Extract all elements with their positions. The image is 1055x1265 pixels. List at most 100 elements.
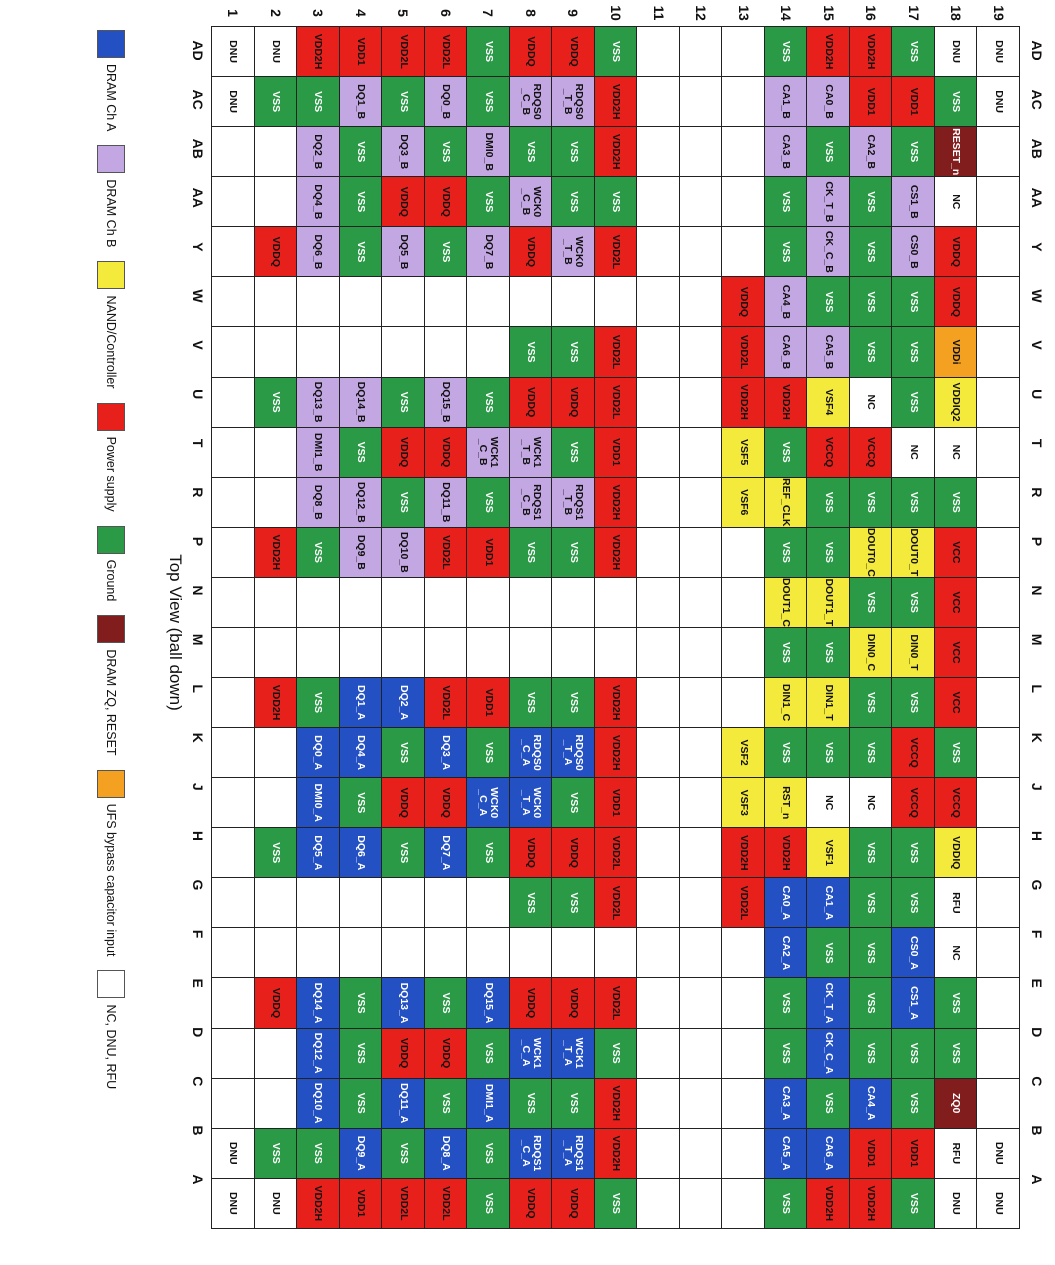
ball-cell (976, 977, 1020, 1029)
ball-cell: VSS (594, 1028, 637, 1079)
ball-cell: VSS (466, 1128, 510, 1179)
ball-cell (339, 577, 382, 628)
ball-cell (296, 276, 340, 327)
ball-cell (679, 76, 722, 127)
ball-grid: DNU DNU DNU DNU DNU VSS RESET_n NC VDDQ VDDQ VDDi V… (211, 26, 1020, 1229)
ball-cell (976, 477, 1020, 528)
ball-cell (551, 927, 595, 978)
ball-cell (509, 276, 552, 327)
ball-cell (976, 427, 1020, 478)
ball-cell (254, 326, 297, 378)
ball-cell: VDD2H (594, 126, 637, 177)
ball-cell (211, 727, 255, 778)
grid-row: VDDQ VDD2L VDD2H VSF5 VSF6 VSF2 VSF3 VDD2H VDD2L (721, 26, 765, 1229)
ball-cell (466, 877, 510, 928)
ball-cell: DOUT1_C (764, 577, 807, 628)
ball-cell: VSS (254, 377, 297, 428)
ball-cell: VSS (424, 126, 467, 177)
ball-cell: VSS (891, 577, 935, 628)
ball-cell (211, 1078, 255, 1129)
ball-cell (636, 577, 680, 628)
ball-cell (976, 176, 1020, 227)
ball-cell: DQ8_B (296, 477, 340, 528)
ball-cell (296, 877, 340, 928)
ball-cell: VDD2H (296, 1178, 340, 1229)
grid-row: VSS VDD1 VSS CS1_B CS0_B VSS VSS VSS NC VSS DOUT0_… (891, 26, 935, 1229)
ball-cell: CA5_B (806, 326, 850, 378)
ball-cell (721, 1178, 765, 1229)
ball-cell: CA6_B (764, 326, 807, 378)
ball-cell (976, 1078, 1020, 1129)
ball-cell: VSS (806, 727, 850, 778)
ball-cell: VSS (806, 1078, 850, 1129)
ball-cell: VSS (254, 76, 297, 127)
ball-cell (254, 877, 297, 928)
ball-cell (211, 927, 255, 978)
ball-cell: VDDQ (424, 176, 467, 227)
ball-cell: VSS (849, 577, 892, 628)
row-letter-label: E (1029, 978, 1045, 988)
row-letter-label: P (1029, 536, 1045, 547)
ball-cell: VDDQ (424, 1028, 467, 1079)
row-letter-label: AD (190, 40, 206, 61)
legend-label: DRAM Ch B (104, 179, 118, 248)
ball-cell: DQ12_A (296, 1028, 340, 1079)
ball-cell: DIN1_C (764, 677, 807, 728)
row-letter-label: H (1029, 830, 1045, 841)
ball-cell (679, 1078, 722, 1129)
ball-cell: VSS (764, 1028, 807, 1079)
column-number-label: 4 (352, 9, 369, 17)
ball-cell (636, 677, 680, 728)
row-letter-label: V (1029, 340, 1045, 350)
row-letter-label: AB (190, 138, 206, 159)
ball-cell: DIN1_T (806, 677, 850, 728)
ball-cell (636, 927, 680, 978)
ball-cell: VDDQ (381, 777, 425, 828)
ball-cell: VSS (381, 727, 425, 778)
ball-cell: VDD2H (764, 377, 807, 428)
ball-cell: VDD2L (594, 226, 637, 277)
legend-item: Ground (97, 525, 125, 601)
ball-cell (424, 276, 467, 327)
ball-cell (211, 677, 255, 728)
row-letter-label: W (1029, 289, 1045, 303)
ball-cell (254, 627, 297, 678)
ball-cell: VSS (849, 1028, 892, 1079)
ball-cell: CK_T_A (806, 977, 850, 1029)
grid-row: VDD2L VSS DQ3_B VDDQ DQ5_B VSS VDDQ VSS DQ10_B DQ… (381, 26, 425, 1229)
ball-cell: DQ3_B (381, 126, 425, 177)
ball-cell: DQ7_A (424, 827, 467, 878)
ball-cell: DNU (211, 76, 255, 127)
row-letter-label: J (1029, 782, 1045, 791)
legend-swatch (97, 970, 125, 999)
ball-cell: VDD1 (339, 26, 382, 77)
ball-cell: DQ5_A (296, 827, 340, 878)
ball-cell (679, 577, 722, 628)
ball-cell: DNU (211, 1178, 255, 1229)
ball-cell: VSS (339, 777, 382, 828)
ball-cell: CS0_B (891, 226, 935, 277)
ball-cell (551, 577, 595, 628)
ball-cell: DQ2_A (381, 677, 425, 728)
ball-cell: VDD2L (424, 1178, 467, 1229)
grid-row: DNU VSS RESET_n NC VDDQ VDDQ VDDi VDDIQ2 NC VSS VC… (934, 26, 977, 1229)
ball-cell: VSS (806, 627, 850, 678)
grid-row: DNU DNU DNU DNU (211, 26, 255, 1229)
ball-cell: VSS (849, 477, 892, 528)
ball-cell (721, 76, 765, 127)
ball-cell: DQ1_B (339, 76, 382, 127)
ball-cell (254, 727, 297, 778)
row-letter-label: E (190, 978, 206, 988)
ball-cell: VDD2H (806, 1178, 850, 1229)
ball-cell: VDD2H (594, 527, 637, 578)
ball-cell (679, 26, 722, 77)
row-letter-label: N (190, 585, 206, 596)
ball-cell: RDQS0 _C_A (509, 727, 552, 778)
ball-cell: VDDQ (721, 276, 765, 327)
grid-row: VSS CA1_B CA3_B VSS VSS CA4_B CA6_B VDD2H VSS REF… (764, 26, 807, 1229)
ball-cell (254, 276, 297, 327)
ball-cell (636, 427, 680, 478)
row-letter-label: C (190, 1076, 206, 1087)
ball-cell: DQ5_B (381, 226, 425, 277)
ball-cell (636, 76, 680, 127)
